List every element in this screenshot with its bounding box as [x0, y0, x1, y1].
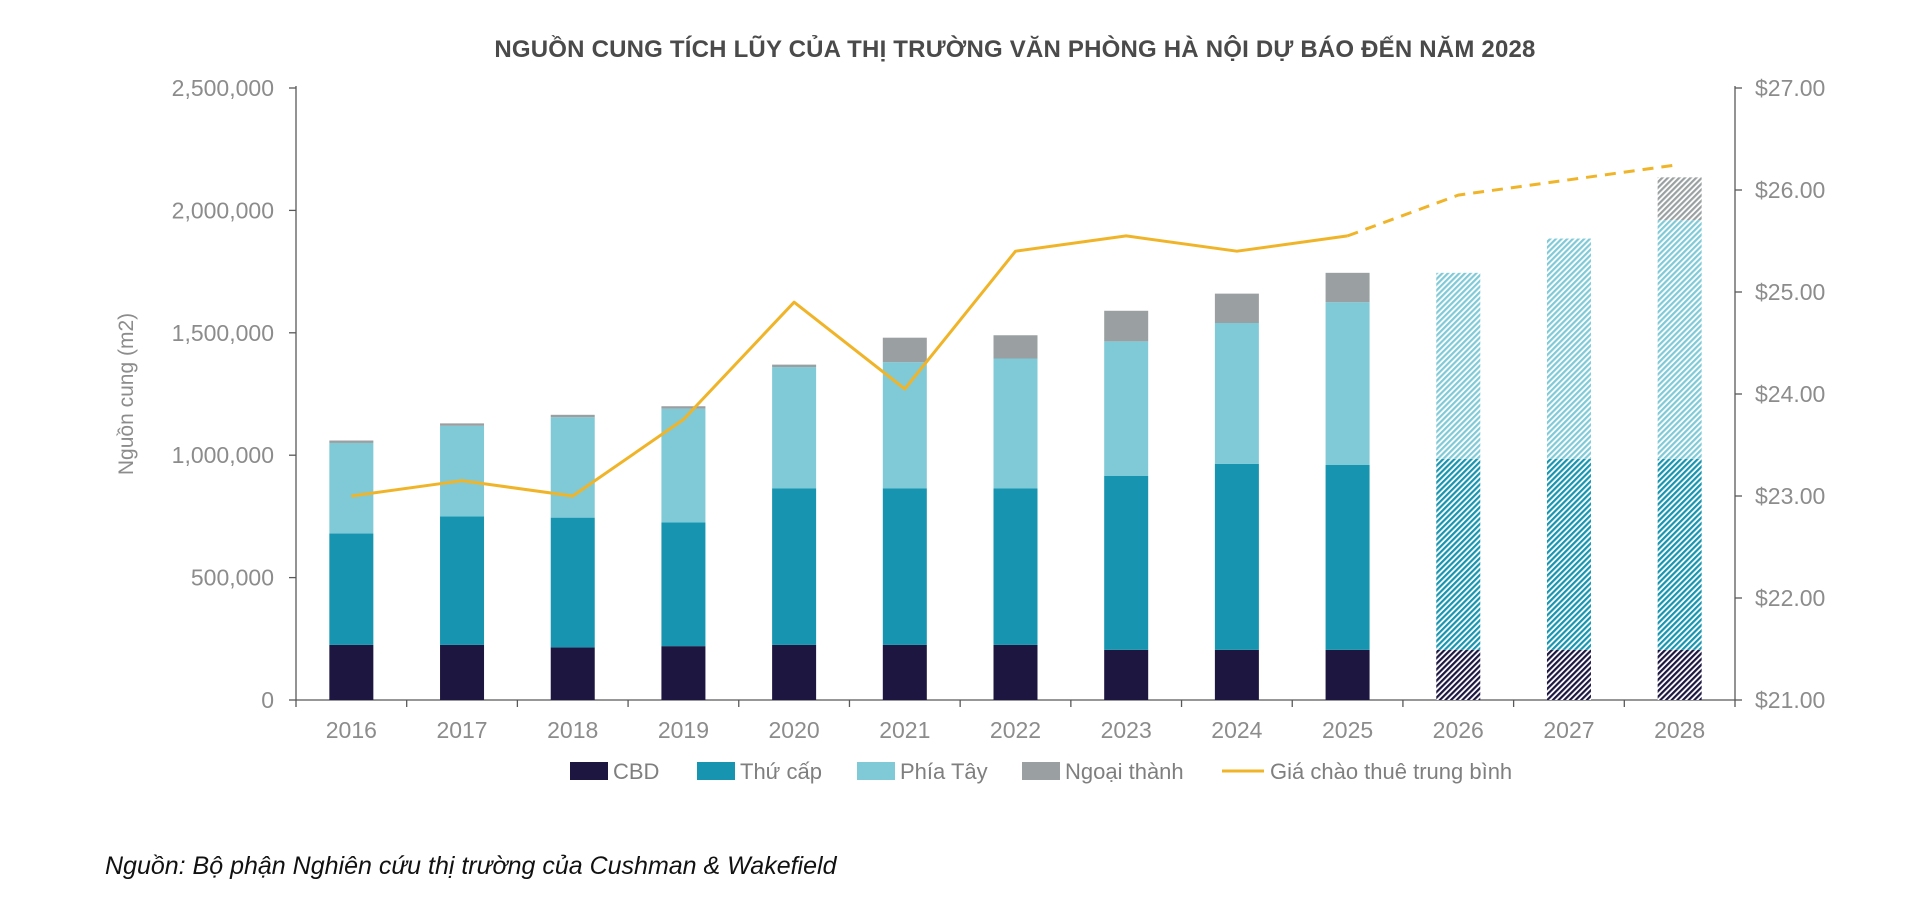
legend-label: Thứ cấp	[740, 759, 822, 784]
bar-phía-tây-2016	[329, 442, 374, 534]
bar-phía-tây-2021	[882, 362, 927, 489]
bar-thứ-cấp-2020	[772, 488, 817, 645]
bar-cbd-2016	[329, 644, 374, 700]
bar-cbd-2023	[1104, 649, 1149, 700]
x-tick-label: 2022	[990, 717, 1041, 743]
bar-thứ-cấp-2021	[882, 488, 927, 645]
y-tick-label: 500,000	[191, 565, 274, 591]
bar-phía-tây-2024	[1214, 323, 1259, 464]
bar-ngoại-thành-2023	[1104, 310, 1149, 342]
bar-phía-tây-2026	[1436, 272, 1481, 459]
x-tick-label: 2021	[879, 717, 930, 743]
bar-ngoại-thành-2025	[1325, 272, 1370, 303]
bar-ngoại-thành-2021	[882, 337, 927, 363]
y2-tick-label: $24.00	[1755, 381, 1825, 407]
x-tick-label: 2016	[326, 717, 377, 743]
bar-ngoại-thành-2018	[550, 414, 595, 418]
x-tick-label: 2025	[1322, 717, 1373, 743]
bar-cbd-2027	[1546, 649, 1591, 700]
bar-thứ-cấp-2019	[661, 522, 706, 647]
bar-cbd-2025	[1325, 649, 1370, 700]
bar-thứ-cấp-2017	[440, 516, 485, 645]
bar-ngoại-thành-2022	[993, 335, 1038, 359]
line-avg-rent-forecast	[1347, 163, 1680, 238]
x-tick-label: 2018	[547, 717, 598, 743]
bar-phía-tây-2018	[550, 417, 595, 518]
bar-ngoại-thành-2024	[1214, 293, 1259, 324]
legend-label: Ngoại thành	[1065, 759, 1184, 784]
source-note: Nguồn: Bộ phận Nghiên cứu thị trường của…	[105, 852, 837, 880]
y-tick-label: 1,000,000	[172, 442, 274, 468]
bar-cbd-2018	[550, 647, 595, 700]
bar-thứ-cấp-2018	[550, 517, 595, 648]
bar-cbd-2020	[772, 644, 817, 700]
bar-thứ-cấp-2022	[993, 488, 1038, 645]
y2-tick-label: $22.00	[1755, 585, 1825, 611]
x-tick-label: 2017	[436, 717, 487, 743]
bar-ngoại-thành-2020	[772, 364, 817, 368]
y2-tick-label: $26.00	[1755, 177, 1825, 203]
legend-label: CBD	[613, 759, 659, 784]
bar-ngoại-thành-2028	[1657, 177, 1702, 221]
legend-swatch	[697, 762, 735, 780]
bar-cbd-2021	[882, 644, 927, 700]
bar-cbd-2017	[440, 644, 485, 700]
bar-thứ-cấp-2028	[1657, 458, 1702, 650]
y2-tick-label: $21.00	[1755, 687, 1825, 713]
y-axis-title: Nguồn cung (m2)	[115, 313, 138, 475]
bar-thứ-cấp-2016	[329, 533, 374, 645]
bar-ngoại-thành-2016	[329, 440, 374, 443]
line-avg-rent-actual	[351, 234, 1348, 498]
x-tick-label: 2019	[658, 717, 709, 743]
y-tick-label: 0	[261, 687, 274, 713]
y2-tick-label: $27.00	[1755, 75, 1825, 101]
legend-label: Giá chào thuê trung bình	[1270, 759, 1512, 784]
legend-swatch	[570, 762, 608, 780]
bar-cbd-2026	[1436, 649, 1481, 700]
bar-cbd-2022	[993, 644, 1038, 700]
bar-phía-tây-2028	[1657, 220, 1702, 459]
x-tick-label: 2024	[1211, 717, 1262, 743]
bar-thứ-cấp-2024	[1214, 463, 1259, 650]
legend-label: Phía Tây	[900, 759, 988, 784]
bar-thứ-cấp-2023	[1104, 476, 1149, 650]
x-tick-label: 2028	[1654, 717, 1705, 743]
bar-phía-tây-2023	[1104, 341, 1149, 477]
bar-thứ-cấp-2026	[1436, 458, 1481, 650]
bar-phía-tây-2017	[440, 425, 485, 517]
y-tick-label: 1,500,000	[172, 320, 274, 346]
bar-phía-tây-2025	[1325, 302, 1370, 465]
y2-tick-label: $23.00	[1755, 483, 1825, 509]
y-tick-label: 2,000,000	[172, 197, 274, 223]
bar-phía-tây-2020	[772, 367, 817, 489]
bar-phía-tây-2022	[993, 358, 1038, 489]
x-tick-label: 2023	[1101, 717, 1152, 743]
legend-swatch	[857, 762, 895, 780]
bar-cbd-2019	[661, 646, 706, 700]
bar-thứ-cấp-2025	[1325, 464, 1370, 650]
bar-cbd-2024	[1214, 649, 1259, 700]
x-tick-label: 2026	[1433, 717, 1484, 743]
y-tick-label: 2,500,000	[172, 75, 274, 101]
bar-phía-tây-2019	[661, 408, 706, 523]
legend-swatch	[1022, 762, 1060, 780]
x-tick-label: 2020	[769, 717, 820, 743]
bar-cbd-2028	[1657, 649, 1702, 700]
x-tick-label: 2027	[1543, 717, 1594, 743]
y2-tick-label: $25.00	[1755, 279, 1825, 305]
bar-ngoại-thành-2017	[440, 423, 485, 426]
bar-phía-tây-2027	[1546, 238, 1591, 459]
chart-title: NGUỒN CUNG TÍCH LŨY CỦA THỊ TRƯỜNG VĂN P…	[494, 36, 1536, 63]
bar-thứ-cấp-2027	[1546, 458, 1591, 650]
bar-ngoại-thành-2019	[661, 406, 706, 409]
